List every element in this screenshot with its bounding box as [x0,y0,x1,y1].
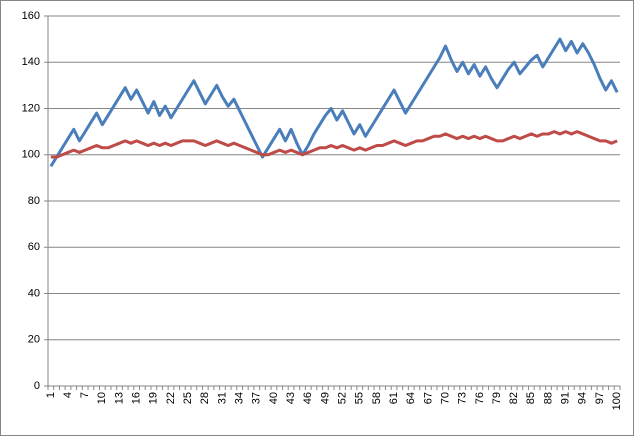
y-tick-label: 160 [22,10,40,22]
x-tick-label: 91 [560,392,572,404]
x-tick-label: 88 [542,392,554,404]
x-tick-label: 16 [131,392,143,404]
x-tick-label: 7 [79,392,91,398]
plot: 0 20 40 60 80 100 120 140 160 1 4 7 10 13 16 19 22 25 28 31… [22,10,623,410]
x-tick-label: 58 [371,392,383,404]
y-tick-label: 120 [22,102,40,114]
x-tick-label: 1 [45,392,57,398]
x-tick-label: 97 [594,392,606,404]
x-tick-label: 10 [96,392,108,404]
x-tick-label: 85 [525,392,537,404]
x-tick-label: 61 [388,392,400,404]
x-tick-label: 64 [405,392,417,404]
x-tick-label: 4 [62,392,74,398]
x-tick-label: 46 [302,392,314,404]
x-tick-label: 31 [216,392,228,404]
y-tick-label: 100 [22,149,40,161]
x-tick-label: 82 [508,392,520,404]
x-tick-label: 22 [165,392,177,404]
x-tick-label: 13 [113,392,125,404]
x-tick-label: 37 [251,392,263,404]
x-tick-label: 76 [474,392,486,404]
y-tick-label: 140 [22,56,40,68]
x-tick-label: 55 [354,392,366,404]
x-tick-label: 94 [577,392,589,404]
y-tick-label: 40 [28,287,40,299]
x-tick-label: 43 [285,392,297,404]
x-tick-label: 73 [457,392,469,404]
x-tick-label: 79 [491,392,503,404]
x-tick-label: 40 [268,392,280,404]
y-tick-label: 80 [28,195,40,207]
x-tick-label: 67 [422,392,434,404]
y-tick-label: 60 [28,241,40,253]
x-tick-label: 25 [182,392,194,404]
x-tick-label: 19 [148,392,160,404]
series-line [49,37,619,168]
x-tick-label: 52 [336,392,348,404]
x-tick-label: 70 [439,392,451,404]
y-tick-label: 20 [28,334,40,346]
series-line [50,130,618,159]
x-tick-label: 100 [611,392,623,410]
x-tick-label: 34 [234,392,246,404]
x-tick-label: 49 [319,392,331,404]
x-tick-label: 28 [199,392,211,404]
y-tick-label: 0 [34,380,40,392]
